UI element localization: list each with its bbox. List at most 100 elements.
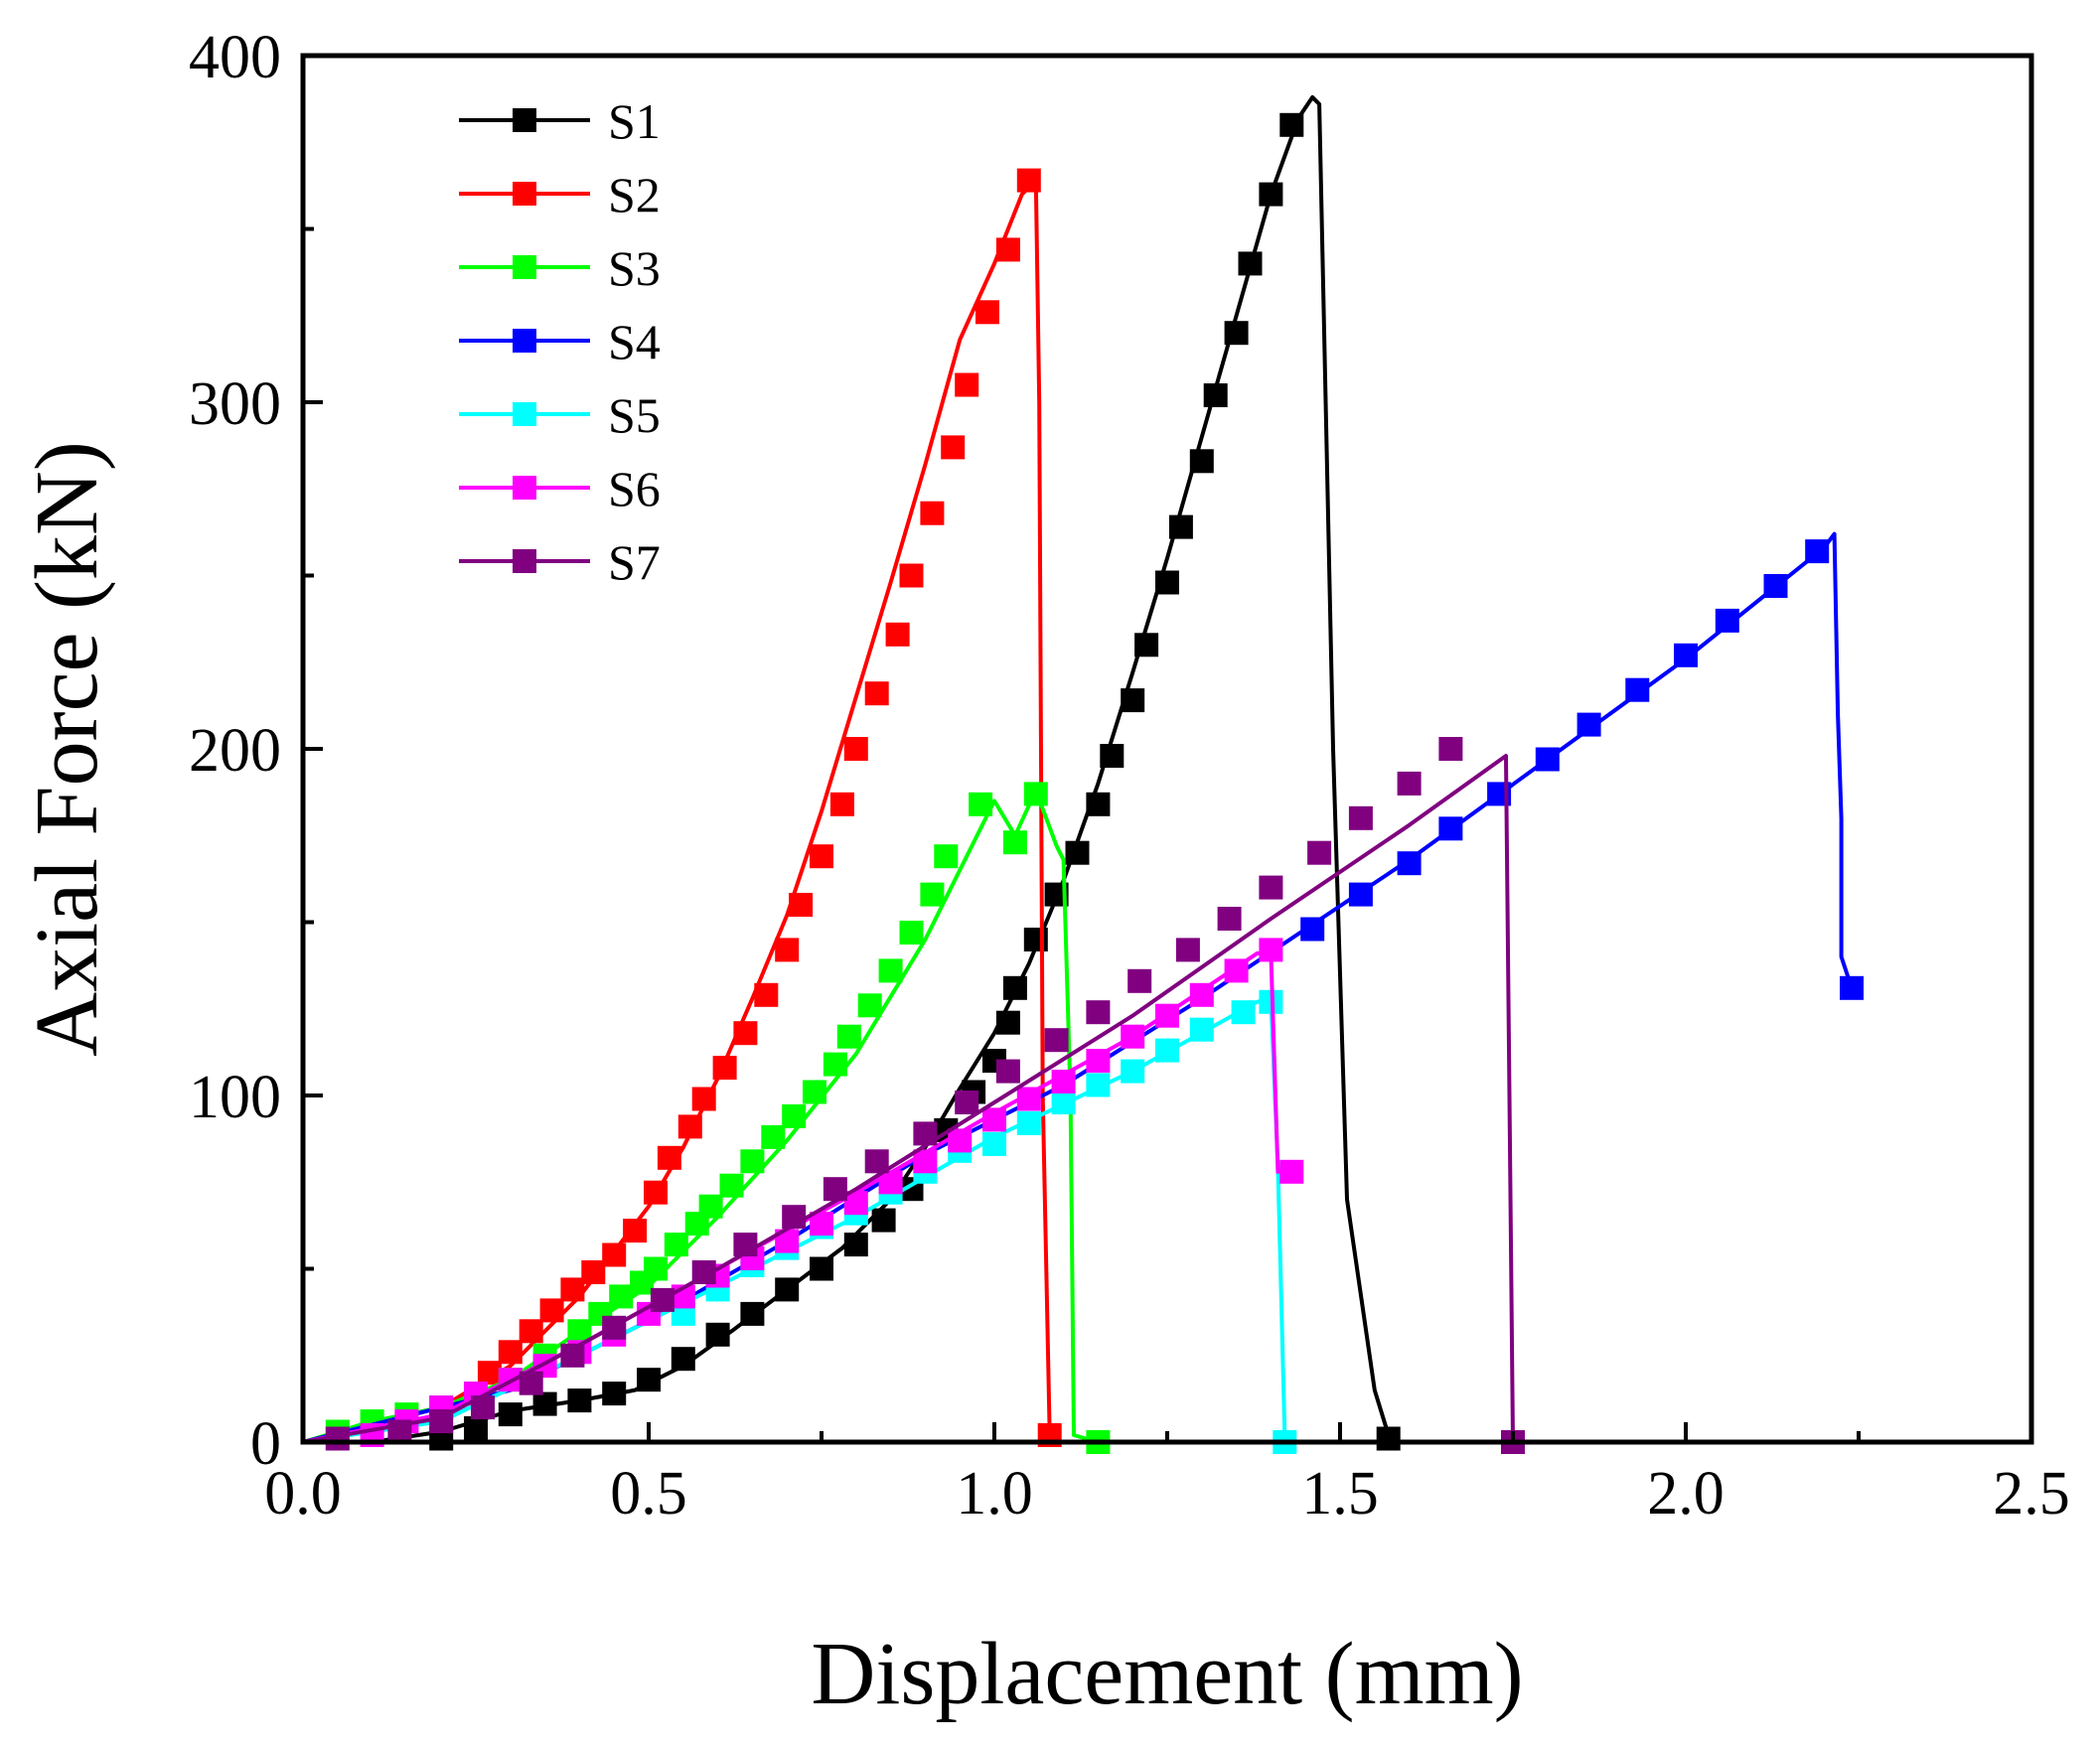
data-point-s2: [602, 1242, 627, 1267]
series-s7: [302, 737, 1525, 1454]
data-point-s1: [1134, 633, 1159, 657]
data-point-s2: [539, 1298, 564, 1323]
data-point-s6: [1279, 1159, 1304, 1184]
data-point-s1: [1259, 182, 1283, 207]
y-tick-label: 0: [250, 1410, 281, 1478]
data-point-s7: [650, 1287, 675, 1312]
data-point-s3: [761, 1124, 786, 1149]
data-point-s7: [733, 1233, 758, 1257]
data-point-s4: [1763, 574, 1788, 598]
data-point-s3: [803, 1080, 826, 1104]
data-point-s1: [995, 1010, 1020, 1035]
legend-marker: [513, 549, 536, 573]
data-point-s6: [1016, 1087, 1041, 1111]
data-point-s7: [691, 1260, 716, 1284]
data-point-s4: [1576, 712, 1601, 737]
data-point-s7: [560, 1343, 585, 1368]
x-axis: 0.0 0.5 1.0 1.5 2.0 2.5: [264, 1422, 2070, 1528]
data-point-s3: [664, 1233, 688, 1257]
series-line-s7: [302, 754, 1515, 1444]
data-point-s3: [719, 1173, 744, 1198]
data-point-s1: [740, 1301, 765, 1326]
data-point-s1: [498, 1402, 523, 1427]
data-point-s1: [1224, 321, 1249, 346]
data-point-s5: [1051, 1091, 1076, 1114]
x-tick-label: 2.0: [1647, 1460, 1725, 1528]
data-point-s1: [1279, 112, 1304, 137]
data-point-s1: [1168, 514, 1193, 539]
data-point-s6: [1224, 958, 1249, 983]
data-point-s3: [644, 1256, 668, 1281]
data-point-s7: [519, 1371, 543, 1395]
data-point-s7: [1348, 805, 1373, 830]
data-point-s2: [810, 844, 833, 869]
data-point-s2: [644, 1180, 668, 1205]
data-point-s5: [1231, 1000, 1256, 1025]
data-point-s5: [1121, 1059, 1145, 1084]
data-point-s2: [864, 681, 889, 706]
data-point-s1: [871, 1208, 896, 1233]
y-axis-title: Axial Force (kN): [18, 441, 116, 1057]
data-point-s1: [1376, 1426, 1401, 1451]
legend-label: S7: [608, 534, 661, 590]
data-point-s4: [1805, 539, 1830, 564]
x-tick-label: 1.5: [1301, 1460, 1379, 1528]
data-point-s5: [1016, 1110, 1041, 1135]
data-point-s1: [1002, 975, 1027, 1000]
data-point-s7: [1086, 1000, 1111, 1025]
data-point-s7: [955, 1091, 979, 1114]
data-point-s4: [1348, 882, 1373, 907]
data-point-s6: [1121, 1024, 1145, 1049]
data-point-s7: [864, 1149, 889, 1174]
y-tick-label: 200: [189, 717, 281, 785]
data-point-s1: [775, 1277, 800, 1302]
data-point-s2: [829, 792, 854, 816]
data-point-s2: [519, 1319, 543, 1344]
y-axis: 0 100 200 300 400: [189, 24, 323, 1478]
data-point-s7: [1044, 1028, 1069, 1053]
data-point-s2: [560, 1277, 585, 1302]
data-point-s7: [471, 1395, 495, 1420]
legend-marker: [513, 329, 536, 353]
data-point-s2: [775, 938, 800, 962]
y-tick-label: 300: [189, 370, 281, 438]
legend-marker: [513, 476, 536, 500]
legend-item-s3: S3: [459, 240, 661, 296]
series-line-s4: [302, 531, 1854, 1444]
data-point-s2: [995, 237, 1020, 262]
data-point-s3: [740, 1149, 765, 1174]
data-point-s2: [955, 372, 979, 397]
data-point-s7: [602, 1315, 627, 1340]
data-point-s6: [1155, 1003, 1179, 1028]
data-point-s2: [754, 982, 779, 1007]
data-point-s7: [1217, 907, 1242, 931]
series-s4: [302, 531, 1864, 1444]
data-point-s7: [1397, 771, 1422, 796]
y-tick-label: 400: [189, 24, 281, 91]
data-point-s2: [657, 1145, 681, 1170]
data-point-s2: [975, 300, 999, 325]
data-point-s2: [1016, 168, 1041, 193]
data-point-s5: [1086, 1073, 1111, 1097]
data-point-s7: [823, 1177, 847, 1202]
legend-label: S2: [608, 167, 661, 222]
x-tick-label: 0.5: [610, 1460, 687, 1528]
plot-series: [302, 94, 1864, 1454]
data-point-s2: [789, 893, 814, 917]
data-point-s3: [609, 1284, 634, 1309]
series-s2: [302, 168, 1062, 1447]
x-tick-label: 1.0: [956, 1460, 1033, 1528]
legend-label: S6: [608, 461, 661, 516]
plot-frame: [300, 53, 2034, 1445]
data-point-s1: [1203, 383, 1228, 407]
data-point-s1: [810, 1256, 833, 1281]
data-point-s6: [1051, 1070, 1076, 1093]
data-point-s7: [782, 1205, 807, 1230]
data-point-s1: [1155, 570, 1179, 595]
data-point-s7: [1438, 737, 1463, 761]
data-point-s6: [982, 1107, 1006, 1132]
legend-marker: [513, 108, 536, 132]
data-point-s3: [698, 1194, 723, 1219]
data-point-s1: [637, 1368, 661, 1392]
legend-marker: [513, 255, 536, 279]
